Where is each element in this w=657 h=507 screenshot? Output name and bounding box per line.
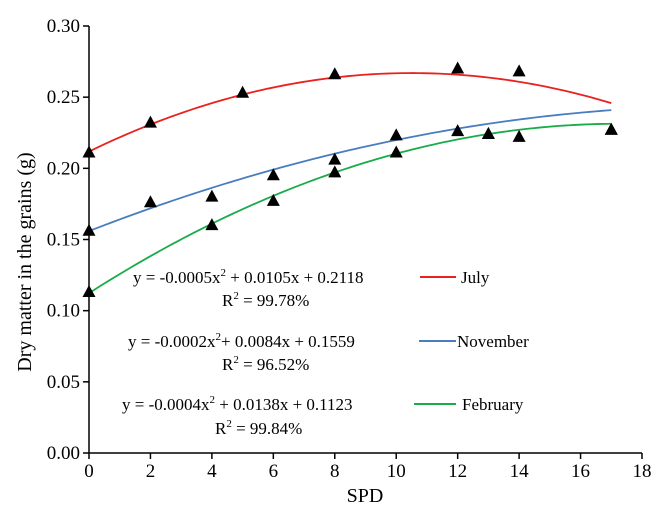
x-tick-label: 2 xyxy=(146,461,156,482)
y-tick-label: 0.15 xyxy=(47,230,80,251)
y-tick-label: 0.20 xyxy=(47,158,80,179)
y-tick-label: 0.25 xyxy=(47,87,80,108)
x-tick-label: 12 xyxy=(448,461,467,482)
data-point-november xyxy=(205,189,219,202)
data-point-november xyxy=(512,129,526,142)
legend-label-july: July xyxy=(461,268,490,287)
data-point-july xyxy=(143,115,157,128)
x-tick-label: 6 xyxy=(269,461,279,482)
regression-equation-november: y = -0.0002x2+ 0.0084x + 0.1559 xyxy=(128,331,355,351)
data-point-february xyxy=(481,126,495,139)
r-squared-july: R2 = 99.78% xyxy=(222,290,309,310)
data-point-february xyxy=(266,193,280,206)
regression-equation-july: y = -0.0005x2 + 0.0105x + 0.2118 xyxy=(133,267,364,287)
y-tick-label: 0.00 xyxy=(47,443,80,464)
x-tick-label: 10 xyxy=(387,461,406,482)
data-markers xyxy=(82,61,618,297)
data-point-november xyxy=(451,124,465,137)
data-point-february xyxy=(389,145,403,158)
y-tick-label: 0.05 xyxy=(47,372,80,393)
equation-annotations: y = -0.0005x2 + 0.0105x + 0.2118 R2 = 99.… xyxy=(122,267,529,438)
data-point-july xyxy=(512,64,526,77)
trend-lines xyxy=(88,72,612,294)
r-squared-november: R2 = 96.52% xyxy=(222,354,309,374)
data-point-november xyxy=(328,152,342,165)
r-squared-february: R2 = 99.84% xyxy=(215,418,302,438)
axes xyxy=(83,25,643,459)
data-point-february xyxy=(328,165,342,178)
x-tick-label: 14 xyxy=(510,461,530,482)
y-tick-label: 0.30 xyxy=(47,16,80,37)
x-tick-label: 4 xyxy=(207,461,217,482)
data-point-february xyxy=(205,218,219,231)
data-point-november xyxy=(266,168,280,181)
trend-line-february xyxy=(88,122,612,294)
tick-labels: 0 2 4 6 8 10 12 14 16 18 0.00 0.05 0.10 0.15 0.20 0.25 0… xyxy=(47,16,652,482)
y-axis-title: Dry matter in the grains (g) xyxy=(14,152,36,371)
data-point-july xyxy=(236,85,250,98)
data-point-november xyxy=(389,128,403,141)
data-point-july xyxy=(451,61,465,74)
x-tick-label: 8 xyxy=(330,461,340,482)
y-tick-label: 0.10 xyxy=(47,301,80,322)
legend-label-february: February xyxy=(462,395,524,414)
x-tick-label: 16 xyxy=(571,461,590,482)
x-tick-label: 0 xyxy=(84,461,94,482)
data-point-november xyxy=(143,195,157,208)
data-point-february xyxy=(604,122,618,135)
x-tick-label: 18 xyxy=(633,461,652,482)
regression-equation-february: y = -0.0004x2 + 0.0138x + 0.1123 xyxy=(122,394,353,414)
legend-label-november: November xyxy=(457,332,529,351)
x-axis-title: SPD xyxy=(347,485,384,507)
trend-line-november xyxy=(88,109,612,232)
data-point-july xyxy=(328,67,342,80)
trend-line-july xyxy=(88,72,612,153)
